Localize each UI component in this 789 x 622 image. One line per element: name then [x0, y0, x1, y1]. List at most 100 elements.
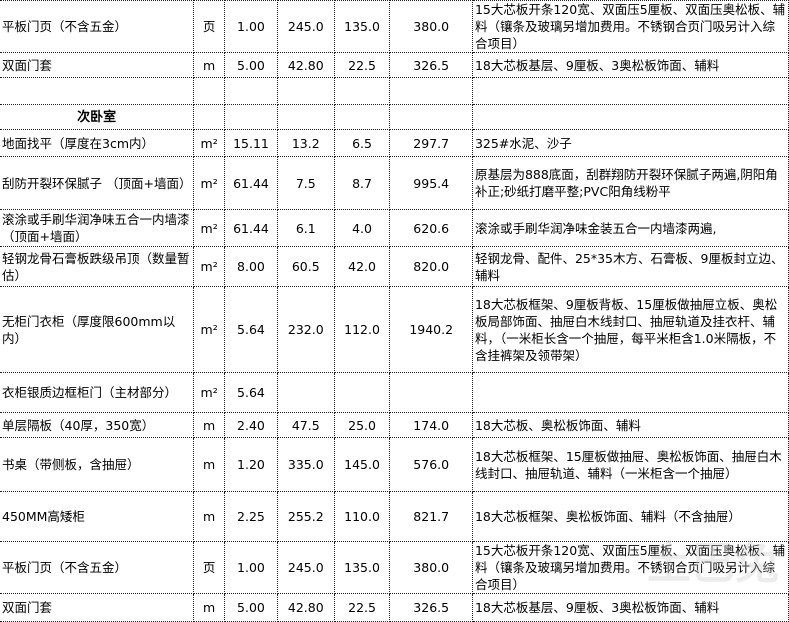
- labor-price-cell[interactable]: 135.0: [333, 0, 391, 53]
- quantity-cell[interactable]: 5.64: [224, 286, 278, 373]
- labor-price-cell[interactable]: [333, 372, 391, 413]
- unit-cell[interactable]: m²: [193, 129, 226, 157]
- empty-cell[interactable]: [193, 104, 226, 130]
- labor-price-cell[interactable]: 135.0: [333, 541, 391, 594]
- total-cell[interactable]: 576.0: [389, 437, 473, 492]
- description-cell[interactable]: 18大芯板框架、15厘板做抽屉、奥松板饰面、抽屉白木线封口、抽屉轨道、辅料（一米…: [471, 437, 789, 492]
- item-name-cell[interactable]: [0, 77, 195, 105]
- material-price-cell[interactable]: 13.2: [276, 129, 335, 157]
- unit-cell[interactable]: m²: [193, 246, 226, 287]
- empty-cell[interactable]: [389, 104, 473, 130]
- description-cell[interactable]: 滚涂或手刷华润净味金装五合一内墙漆两遍,: [471, 209, 789, 247]
- unit-cell[interactable]: 页: [193, 541, 226, 594]
- quantity-cell[interactable]: 15.11: [224, 129, 278, 157]
- item-name-cell[interactable]: 双面门套: [0, 52, 195, 78]
- total-cell[interactable]: 995.4: [389, 156, 473, 210]
- total-cell[interactable]: 380.0: [389, 0, 473, 53]
- item-name-cell[interactable]: 无柜门衣柜（厚度限600mm以内）: [0, 286, 195, 373]
- labor-price-cell[interactable]: 8.7: [333, 156, 391, 210]
- material-price-cell[interactable]: [276, 77, 335, 105]
- item-name-cell[interactable]: 双面门套: [0, 593, 195, 622]
- unit-cell[interactable]: 页: [193, 0, 226, 53]
- total-cell[interactable]: 297.7: [389, 129, 473, 157]
- unit-cell[interactable]: m: [193, 437, 226, 492]
- labor-price-cell[interactable]: 22.5: [333, 593, 391, 622]
- item-name-cell[interactable]: 衣柜银质边框柜门（主材部分）: [0, 372, 195, 413]
- total-cell[interactable]: 326.5: [389, 593, 473, 622]
- labor-price-cell[interactable]: 145.0: [333, 437, 391, 492]
- item-name-cell[interactable]: 单层隔板（40厚，350宽）: [0, 412, 195, 438]
- empty-cell[interactable]: [276, 104, 335, 130]
- material-price-cell[interactable]: 245.0: [276, 0, 335, 53]
- item-name-cell[interactable]: 滚涂或手刷华润净味五合一内墙漆 （顶面+墙面）: [0, 209, 195, 247]
- material-price-cell[interactable]: 255.2: [276, 491, 335, 542]
- quantity-cell[interactable]: [224, 77, 278, 105]
- description-cell[interactable]: 325#水泥、沙子: [471, 129, 789, 157]
- description-cell[interactable]: [471, 77, 789, 105]
- material-price-cell[interactable]: 6.1: [276, 209, 335, 247]
- unit-cell[interactable]: m²: [193, 286, 226, 373]
- quantity-cell[interactable]: 1.20: [224, 437, 278, 492]
- labor-price-cell[interactable]: 4.0: [333, 209, 391, 247]
- total-cell[interactable]: [389, 77, 473, 105]
- unit-cell[interactable]: m²: [193, 156, 226, 210]
- labor-price-cell[interactable]: [333, 77, 391, 105]
- description-cell[interactable]: 原基层为888底面，刮群翔防开裂环保腻子两遍,阴阳角补正;砂纸打磨平整;PVC阳…: [471, 156, 789, 210]
- unit-cell[interactable]: m²: [193, 209, 226, 247]
- quantity-cell[interactable]: 61.44: [224, 156, 278, 210]
- total-cell[interactable]: 174.0: [389, 412, 473, 438]
- unit-cell[interactable]: m: [193, 593, 226, 622]
- item-name-cell[interactable]: 轻钢龙骨石膏板跌级吊顶（数量暂估）: [0, 246, 195, 287]
- total-cell[interactable]: 820.0: [389, 246, 473, 287]
- item-name-cell[interactable]: 书桌（带侧板，含抽屉）: [0, 437, 195, 492]
- description-cell[interactable]: 18大芯板基层、9厘板、3奥松板饰面、辅料: [471, 52, 789, 78]
- unit-cell[interactable]: m: [193, 491, 226, 542]
- total-cell[interactable]: 380.0: [389, 541, 473, 594]
- item-name-cell[interactable]: 平板门页（不含五金）: [0, 541, 195, 594]
- total-cell[interactable]: 326.5: [389, 52, 473, 78]
- description-cell[interactable]: 18大芯板框架、奥松板饰面、辅料（不含抽屉）: [471, 491, 789, 542]
- quantity-cell[interactable]: 1.00: [224, 541, 278, 594]
- material-price-cell[interactable]: 60.5: [276, 246, 335, 287]
- description-cell[interactable]: [471, 372, 789, 413]
- material-price-cell[interactable]: 42.80: [276, 593, 335, 622]
- unit-cell[interactable]: m²: [193, 372, 226, 413]
- unit-cell[interactable]: m: [193, 412, 226, 438]
- item-name-cell[interactable]: 平板门页（不含五金）: [0, 0, 195, 53]
- description-cell[interactable]: 轻钢龙骨、配件、25*35木方、石膏板、9厘板封立边、辅料: [471, 246, 789, 287]
- description-cell[interactable]: 18大芯板基层、9厘板、3奥松板饰面、辅料: [471, 593, 789, 622]
- material-price-cell[interactable]: 245.0: [276, 541, 335, 594]
- item-name-cell[interactable]: 450MM高矮柜: [0, 491, 195, 542]
- empty-cell[interactable]: [333, 104, 391, 130]
- item-name-cell[interactable]: 地面找平（厚度在3cm内）: [0, 129, 195, 157]
- material-price-cell[interactable]: 335.0: [276, 437, 335, 492]
- quantity-cell[interactable]: 2.40: [224, 412, 278, 438]
- labor-price-cell[interactable]: 6.5: [333, 129, 391, 157]
- quantity-cell[interactable]: 5.00: [224, 593, 278, 622]
- labor-price-cell[interactable]: 22.5: [333, 52, 391, 78]
- total-cell[interactable]: [389, 372, 473, 413]
- quantity-cell[interactable]: 5.00: [224, 52, 278, 78]
- description-cell[interactable]: 18大芯板框架、9厘板背板、15厘板做抽屉立板、奥松板局部饰面、抽屉白木线封口、…: [471, 286, 789, 373]
- material-price-cell[interactable]: 42.80: [276, 52, 335, 78]
- description-cell[interactable]: 15大芯板开条120宽、双面压5厘板、双面压奥松板、辅料（镶条及玻璃另增加费用。…: [471, 541, 789, 594]
- empty-cell[interactable]: [224, 104, 278, 130]
- total-cell[interactable]: 620.6: [389, 209, 473, 247]
- unit-cell[interactable]: m: [193, 52, 226, 78]
- labor-price-cell[interactable]: 25.0: [333, 412, 391, 438]
- empty-cell[interactable]: [471, 104, 789, 130]
- material-price-cell[interactable]: [276, 372, 335, 413]
- description-cell[interactable]: 15大芯板开条120宽、双面压5厘板、双面压奥松板、辅料（镶条及玻璃另增加费用。…: [471, 0, 789, 53]
- section-title[interactable]: 次卧室: [0, 104, 195, 130]
- labor-price-cell[interactable]: 42.0: [333, 246, 391, 287]
- quantity-cell[interactable]: 5.64: [224, 372, 278, 413]
- quantity-cell[interactable]: 2.25: [224, 491, 278, 542]
- total-cell[interactable]: 1940.2: [389, 286, 473, 373]
- material-price-cell[interactable]: 47.5: [276, 412, 335, 438]
- labor-price-cell[interactable]: 112.0: [333, 286, 391, 373]
- quantity-cell[interactable]: 1.00: [224, 0, 278, 53]
- item-name-cell[interactable]: 刮防开裂环保腻子 （顶面+墙面）: [0, 156, 195, 210]
- description-cell[interactable]: 18大芯板、奥松板饰面、辅料: [471, 412, 789, 438]
- labor-price-cell[interactable]: 110.0: [333, 491, 391, 542]
- quantity-cell[interactable]: 61.44: [224, 209, 278, 247]
